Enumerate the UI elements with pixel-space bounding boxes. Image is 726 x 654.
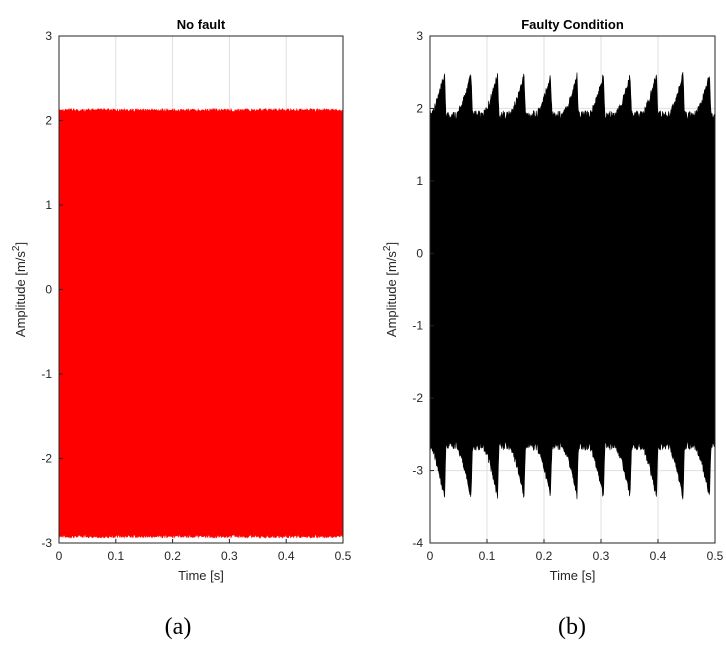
y-tick-label-0: -4 xyxy=(412,536,423,550)
x-axis-label-no-fault: Time [s] xyxy=(178,568,224,583)
x-tick-label-1: 0.1 xyxy=(479,549,496,563)
y-tick-label-5: 1 xyxy=(416,174,423,188)
signal-no-fault xyxy=(58,107,344,540)
y-tick-label-5: 2 xyxy=(45,114,52,128)
y-tick-label-6: 2 xyxy=(416,101,423,115)
y-axis-label-main-no-fault: Amplitude [m/s xyxy=(13,251,28,337)
x-tick-label-3: 0.3 xyxy=(593,549,610,563)
chart-title-no-fault: No fault xyxy=(177,17,226,32)
caption-a: (a) xyxy=(165,614,192,640)
x-tick-label-2: 0.2 xyxy=(164,549,181,563)
chart-title-faulty: Faulty Condition xyxy=(521,17,624,32)
y-tick-label-4: 0 xyxy=(416,246,423,260)
x-tick-label-4: 0.4 xyxy=(278,549,295,563)
x-tick-label-0: 0 xyxy=(56,549,63,563)
y-tick-label-7: 3 xyxy=(416,29,423,43)
y-axis-label-faulty: Amplitude [m/s2] xyxy=(382,242,399,337)
y-tick-label-3: 0 xyxy=(45,283,52,297)
y-tick-label-2: -2 xyxy=(412,391,423,405)
y-axis-label-sup-faulty: 2 xyxy=(382,245,393,251)
y-tick-label-1: -2 xyxy=(41,452,52,466)
y-tick-label-0: -3 xyxy=(41,536,52,550)
x-tick-label-1: 0.1 xyxy=(107,549,124,563)
x-tick-label-5: 0.5 xyxy=(335,549,352,563)
axes-frame-faulty xyxy=(429,35,716,544)
y-axis-label-sup-no-fault: 2 xyxy=(11,245,22,251)
panel-no-fault: 0 0.1 0.2 0.3 0.4 0.5 -3 -2 -1 0 1 2 3 No fault Time… xyxy=(11,17,352,640)
y-axis-label-close-faulty: ] xyxy=(384,242,399,246)
y-axis-label-close-no-fault: ] xyxy=(13,242,28,246)
x-tick-label-3: 0.3 xyxy=(221,549,238,563)
y-tick-label-6: 3 xyxy=(45,29,52,43)
signal-faulty xyxy=(429,72,716,500)
y-tick-label-4: 1 xyxy=(45,198,52,212)
y-tick-label-3: -1 xyxy=(412,319,423,333)
x-tick-label-5: 0.5 xyxy=(707,549,724,563)
y-tick-label-1: -3 xyxy=(412,464,423,478)
signal-band-1 xyxy=(429,72,716,500)
y-axis-label-no-fault: Amplitude [m/s2] xyxy=(11,242,28,337)
x-axis-label-faulty: Time [s] xyxy=(550,568,596,583)
y-tick-label-2: -1 xyxy=(41,367,52,381)
x-tick-label-2: 0.2 xyxy=(536,549,553,563)
x-tick-label-0: 0 xyxy=(427,549,434,563)
ticks-faulty: 0 0.1 0.2 0.3 0.4 0.5 -4 -3 -2 -1 0 1 2 3 xyxy=(412,29,723,563)
signal-band-0 xyxy=(58,107,344,540)
y-axis-label-main-faulty: Amplitude [m/s xyxy=(384,251,399,337)
ticks-no-fault: 0 0.1 0.2 0.3 0.4 0.5 -3 -2 -1 0 1 2 3 xyxy=(41,29,351,563)
x-tick-label-4: 0.4 xyxy=(650,549,667,563)
panel-faulty-condition: 0 0.1 0.2 0.3 0.4 0.5 -4 -3 -2 -1 0 1 2 3 Faulty Cond… xyxy=(382,17,724,640)
caption-b: (b) xyxy=(558,614,586,640)
